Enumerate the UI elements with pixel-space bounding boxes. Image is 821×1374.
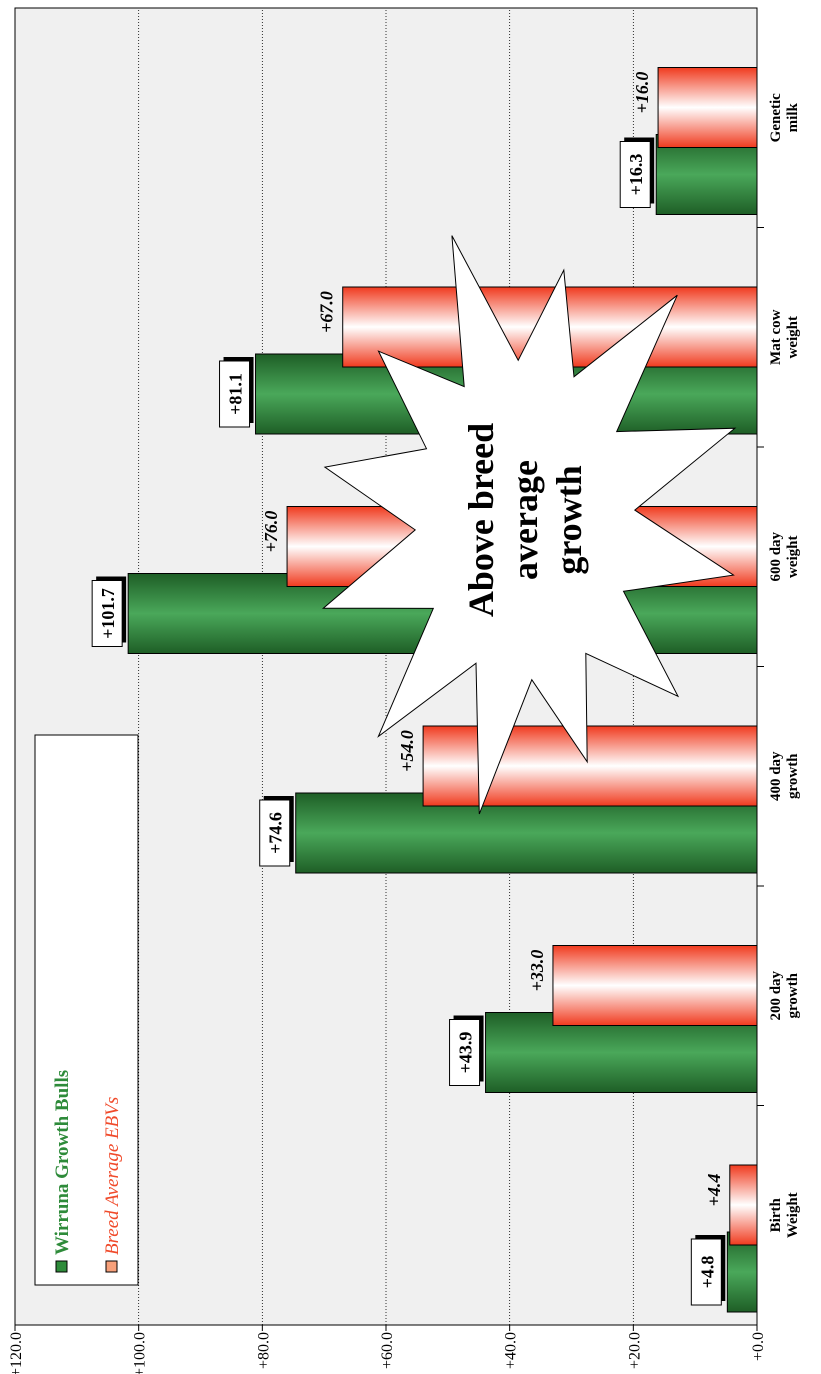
data-label: +33.0 bbox=[527, 950, 547, 992]
starburst bbox=[321, 235, 737, 815]
label-box bbox=[259, 799, 291, 867]
y-tick-label: +40.0 bbox=[503, 1332, 520, 1369]
legend-swatch bbox=[105, 1260, 118, 1273]
y-tick-label: +20.0 bbox=[626, 1332, 643, 1369]
bar bbox=[422, 725, 758, 807]
data-label: +74.6 bbox=[266, 812, 286, 854]
y-tick-label: +0.0 bbox=[750, 1332, 767, 1361]
y-tick-label: +80.0 bbox=[255, 1332, 272, 1369]
data-label: +43.9 bbox=[456, 1032, 476, 1074]
x-tick-label: 600 dayweight bbox=[768, 531, 801, 581]
data-label: +81.1 bbox=[226, 373, 246, 415]
bar bbox=[657, 67, 758, 148]
legend-label: Wirruna Growth Bulls bbox=[52, 1070, 73, 1255]
data-label: +67.0 bbox=[317, 291, 337, 333]
x-tick-label: 200 daygrowth bbox=[768, 970, 801, 1020]
bar bbox=[729, 1164, 758, 1246]
x-tick-label: BirthWeight bbox=[768, 1192, 801, 1238]
x-tick-label: 400 daygrowth bbox=[768, 751, 801, 801]
x-tick-label: Mat cowweight bbox=[768, 309, 801, 365]
bar bbox=[552, 945, 758, 1026]
legend-swatch bbox=[55, 1260, 68, 1273]
label-box bbox=[690, 1238, 722, 1306]
data-label: +4.4 bbox=[704, 1174, 724, 1207]
legend bbox=[34, 734, 139, 1286]
y-tick-label: +60.0 bbox=[379, 1332, 396, 1369]
data-label: +4.8 bbox=[697, 1256, 717, 1289]
label-box bbox=[91, 580, 123, 647]
data-label: +54.0 bbox=[397, 730, 417, 772]
y-tick-label: +100.0 bbox=[132, 1332, 149, 1374]
x-tick-label: Geneticmilk bbox=[768, 93, 801, 142]
label-box bbox=[449, 1019, 481, 1086]
rotated-chart: +0.0 +20.0 +40.0 +60.0 +80.0 +100.0 +120.0 Birt… bbox=[8, 7, 801, 1374]
data-label: +16.3 bbox=[626, 154, 646, 196]
data-label: +101.7 bbox=[98, 588, 118, 639]
label-box bbox=[619, 141, 651, 208]
legend-label: Breed Average EBVs bbox=[102, 1097, 123, 1255]
data-label: +76.0 bbox=[261, 511, 281, 553]
data-label: +16.0 bbox=[632, 72, 652, 114]
y-tick-label: +120.0 bbox=[8, 1332, 25, 1374]
annotation: Above breed average growth bbox=[461, 423, 589, 617]
label-box bbox=[219, 360, 251, 428]
